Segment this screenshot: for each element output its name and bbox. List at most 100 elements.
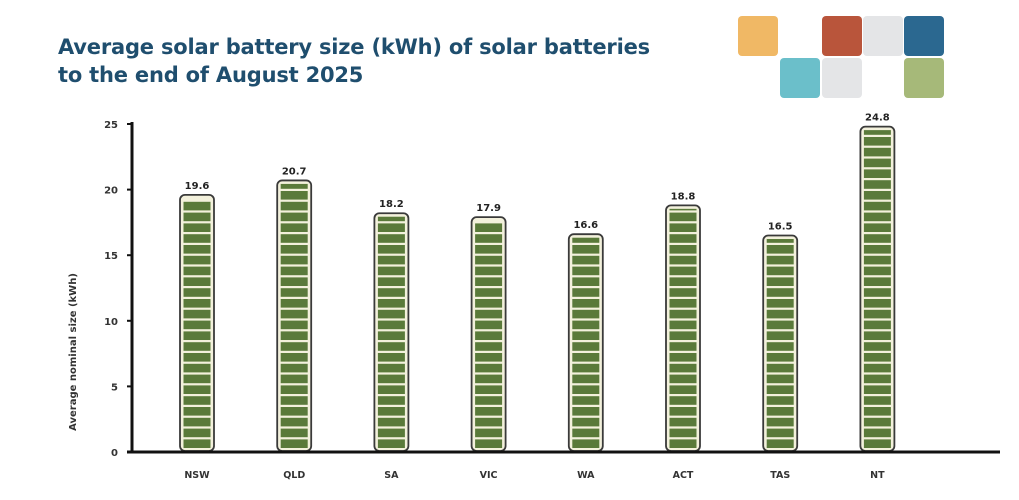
bar-segment (766, 417, 794, 427)
bar-segment (377, 299, 405, 308)
logo-tile-orange (738, 16, 778, 56)
bar-segment (863, 363, 891, 373)
data-label: 18.8 (671, 191, 696, 202)
bar-segment (280, 320, 308, 330)
bar-segment (572, 439, 600, 448)
bar-segment (183, 277, 211, 286)
bar-segment (863, 385, 891, 394)
x-tick-label: WA (577, 470, 595, 481)
bar-segment (863, 201, 891, 211)
bar-segment (377, 428, 405, 438)
bar-segment (377, 374, 405, 384)
x-tick-label: VIC (480, 470, 498, 481)
data-label: 20.7 (282, 166, 307, 177)
bar-segment (863, 191, 891, 200)
bar-segment (183, 407, 211, 416)
bar-segment (475, 342, 503, 351)
bar-segment (669, 277, 697, 286)
bar-segment (863, 396, 891, 405)
bar-segment (280, 374, 308, 384)
bar-segment (280, 223, 308, 232)
bar-segment (669, 299, 697, 308)
bar-segment (669, 353, 697, 362)
bar-segment (475, 277, 503, 286)
bar-segment (377, 407, 405, 416)
logo-tile-blue (904, 16, 944, 56)
bar-segment (475, 374, 503, 384)
bar-segment (766, 363, 794, 373)
bar-segment (572, 245, 600, 254)
bar-segment (280, 183, 308, 189)
bar-segment (863, 169, 891, 178)
bar-segment (183, 309, 211, 319)
bar-segment (377, 385, 405, 394)
bar-segment (863, 234, 891, 243)
bar-segment (863, 407, 891, 416)
bar-segment (377, 288, 405, 297)
bar-segment (377, 255, 405, 265)
bar-segment (183, 417, 211, 427)
y-tick-label: 20 (104, 186, 118, 197)
bar-segment (863, 245, 891, 254)
bar-segment (572, 374, 600, 384)
bar-segment (475, 299, 503, 308)
bar-segment (377, 439, 405, 448)
bar-segment (572, 417, 600, 427)
bar-segment (669, 374, 697, 384)
bar-segment (863, 320, 891, 330)
bar-segment (669, 245, 697, 254)
bar-segment (183, 266, 211, 276)
x-axis-labels: NSW QLD SA VIC WA ACT TAS NT (184, 470, 885, 481)
bar-segment (280, 331, 308, 340)
bar-segment (377, 353, 405, 362)
bar-segment (280, 353, 308, 362)
bar-segment (377, 363, 405, 373)
bar-segment (280, 363, 308, 373)
bar-segment (183, 374, 211, 384)
data-label: 16.6 (573, 220, 598, 231)
bar-segment (863, 158, 891, 168)
data-label: 19.6 (185, 181, 210, 192)
bar-segment (183, 320, 211, 330)
bar-segment (377, 223, 405, 232)
bar-segment (183, 363, 211, 373)
bar-segment (766, 353, 794, 362)
bar-segment (183, 234, 211, 243)
bar-segment (863, 137, 891, 146)
y-tick-label: 5 (111, 382, 118, 393)
bar-segment (669, 320, 697, 330)
x-tick-label: NSW (184, 470, 210, 481)
x-tick-label: QLD (283, 470, 305, 481)
bar-segment (572, 331, 600, 340)
bar-segment (863, 353, 891, 362)
bar-segment (766, 331, 794, 340)
y-axis-ticks: 0 5 10 15 20 25 (104, 120, 132, 459)
bar-segment (572, 342, 600, 351)
bar-segment (377, 342, 405, 351)
bar-segment (669, 342, 697, 351)
data-label: 16.5 (768, 222, 793, 233)
bar-segment (572, 299, 600, 308)
x-tick-label: NT (870, 470, 885, 481)
bar-segment (475, 353, 503, 362)
bar-segment (183, 428, 211, 438)
bar-segment (572, 320, 600, 330)
bar-act: 18.8 (665, 191, 701, 452)
bar-segment (572, 353, 600, 362)
data-label: 17.9 (476, 203, 501, 214)
bar-segment (863, 130, 891, 135)
logo-tile-grey-top (863, 16, 903, 56)
bar-segment (475, 331, 503, 340)
bar-segment (572, 428, 600, 438)
y-tick-label: 15 (104, 251, 118, 262)
chart-title: Average solar battery size (kWh) of sola… (58, 33, 650, 89)
bar-segment (475, 417, 503, 427)
bar-nt: 24.8 (859, 113, 896, 452)
y-tick-label: 10 (104, 317, 118, 328)
bar-segment (863, 299, 891, 308)
bar-segment (572, 407, 600, 416)
bar-segment (183, 245, 211, 254)
bar-segment (766, 266, 794, 276)
bar-segment (766, 407, 794, 416)
bar-segment (183, 342, 211, 351)
